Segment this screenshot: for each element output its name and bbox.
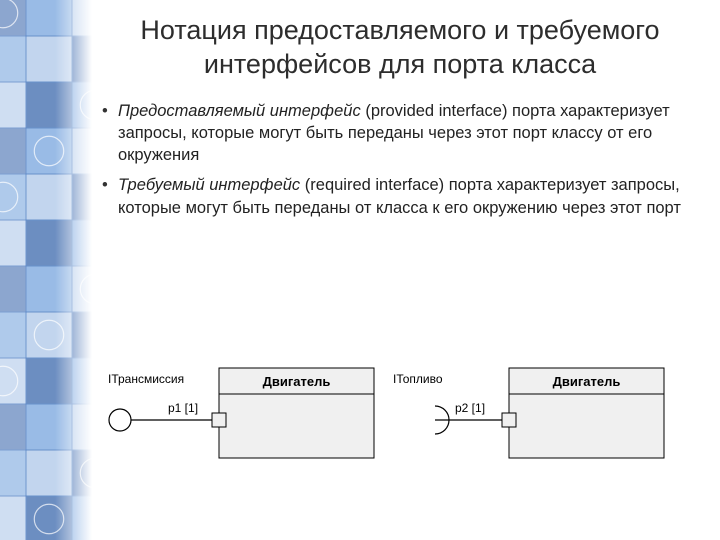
slide-content: Нотация предоставляемого и требуемого ин… [100,14,700,227]
list-item: Предоставляемый интерфейс (provided inte… [118,100,700,167]
slide-title: Нотация предоставляемого и требуемого ин… [100,14,700,82]
list-item: Требуемый интерфейс (required interface)… [118,174,700,219]
decorative-pattern [0,0,92,540]
svg-text:p1 [1]: p1 [1] [168,401,198,415]
uml-diagram: Двигатель IТрансмиссия p1 [1] Двигатель IТоп… [90,340,670,490]
svg-text:IТопливо: IТопливо [393,372,443,386]
bullet-emphasis: Требуемый интерфейс [118,176,300,194]
decorative-sidebar [0,0,92,540]
svg-text:IТрансмиссия: IТрансмиссия [108,372,184,386]
bullet-list: Предоставляемый интерфейс (provided inte… [100,100,700,219]
svg-text:p2 [1]: p2 [1] [455,401,485,415]
bullet-emphasis: Предоставляемый интерфейс [118,102,361,120]
svg-text:Двигатель: Двигатель [553,374,621,389]
uml-diagram-area: Двигатель IТрансмиссия p1 [1] Двигатель IТоп… [90,340,670,490]
svg-text:Двигатель: Двигатель [263,374,331,389]
slide: Нотация предоставляемого и требуемого ин… [0,0,720,540]
